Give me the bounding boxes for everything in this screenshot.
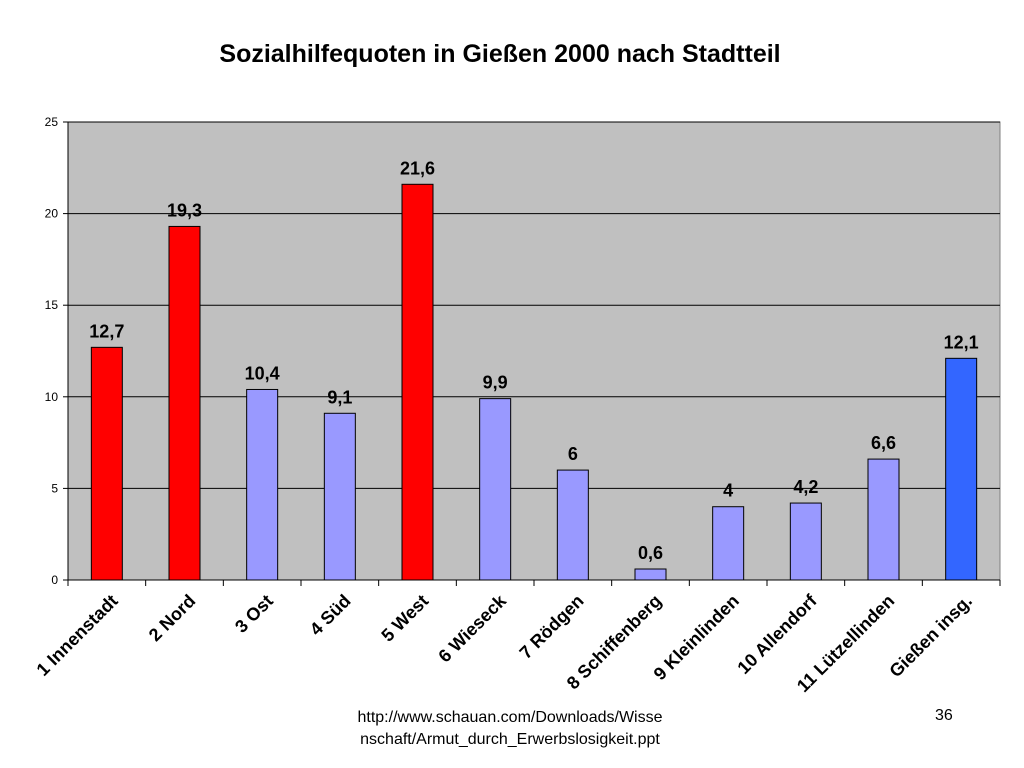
data-label: 9,1	[327, 387, 352, 407]
y-tick-label: 15	[45, 298, 59, 312]
data-label: 12,7	[89, 321, 124, 341]
bar	[479, 398, 512, 581]
bar	[246, 388, 279, 581]
data-label: 4	[723, 481, 733, 501]
data-label: 19,3	[167, 200, 202, 220]
source-url: http://www.schauan.com/Downloads/Wissens…	[357, 709, 663, 748]
chart-title: Sozialhilfequoten in Gießen 2000 nach St…	[219, 40, 781, 68]
data-label: 0,6	[638, 543, 663, 563]
bar	[323, 412, 356, 581]
x-tick-label: 7 Rödgen	[516, 591, 588, 663]
bar	[556, 469, 589, 581]
y-tick-label: 20	[45, 207, 59, 221]
y-tick-label: 0	[51, 573, 58, 587]
bar	[867, 458, 900, 581]
x-tick-label: 2 Nord	[145, 591, 199, 645]
x-tick-label: 1 Innenstadt	[33, 591, 122, 680]
y-tick-label: 5	[51, 481, 58, 495]
plot-area	[67, 121, 1001, 581]
data-label: 6,6	[871, 433, 896, 453]
x-tick-label: 5 West	[377, 591, 432, 646]
data-label: 10,4	[245, 363, 280, 383]
data-label: 12,1	[944, 332, 979, 352]
bar	[401, 183, 434, 581]
page-number: 36	[935, 707, 953, 724]
bar	[712, 506, 745, 581]
x-tick-label: Gießen insg.	[885, 591, 976, 682]
x-tick-label: 6 Wieseck	[434, 590, 510, 666]
x-tick-label: 10 Allendorf	[733, 590, 821, 678]
data-label: 9,9	[483, 373, 508, 393]
bar	[945, 357, 978, 581]
data-label: 21,6	[400, 158, 435, 178]
x-tick-label: 4 Süd	[306, 591, 355, 640]
data-label: 4,2	[793, 477, 818, 497]
bar	[90, 346, 123, 581]
x-tick-label: 3 Ost	[231, 591, 277, 637]
bar	[168, 225, 201, 581]
data-label: 6	[568, 444, 578, 464]
bar	[789, 502, 822, 581]
y-tick-label: 25	[45, 115, 59, 129]
y-tick-label: 10	[45, 390, 59, 404]
bar	[634, 568, 667, 581]
